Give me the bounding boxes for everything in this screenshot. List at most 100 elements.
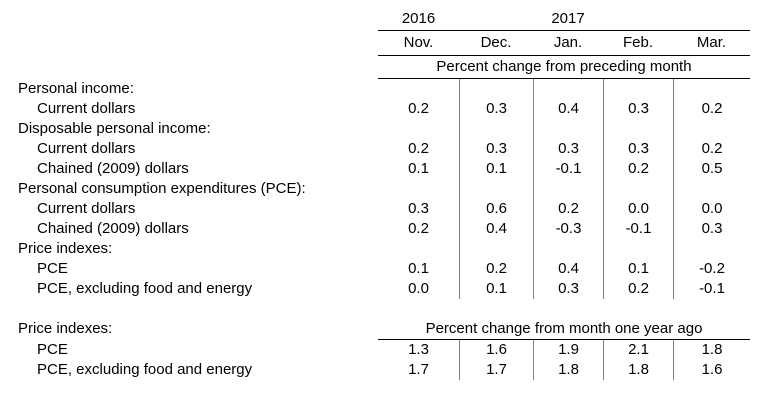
section1-span-header: Percent change from preceding month xyxy=(378,56,750,79)
value-cell xyxy=(459,79,533,99)
value-cell: 0.4 xyxy=(533,99,603,119)
value-cell: 0.1 xyxy=(603,259,673,279)
value-cell: 2.1 xyxy=(603,340,673,360)
row-label: PCE, excluding food and energy xyxy=(37,280,253,297)
table-row: Personal consumption expenditures (PCE): xyxy=(0,179,766,199)
value-cell: 1.6 xyxy=(459,340,533,360)
value-cell: 0.2 xyxy=(673,139,750,159)
value-cell: 0.2 xyxy=(408,140,429,157)
row-label: Current dollars xyxy=(37,140,136,157)
row-values: 1.3 1.6 1.9 2.1 1.8 xyxy=(378,340,750,360)
value-cell xyxy=(378,119,459,139)
value-cell: 0.2 xyxy=(408,220,429,237)
row-values xyxy=(378,119,750,139)
year-header-row: 2016 2017 xyxy=(0,8,766,31)
row-values: 0.3 0.6 0.2 0.0 0.0 xyxy=(378,199,750,219)
value-cell xyxy=(533,239,603,259)
value-cell: 1.8 xyxy=(673,340,750,360)
row-values xyxy=(378,239,750,259)
value-cell: 1.8 xyxy=(533,360,603,380)
year-label-2017: 2017 xyxy=(551,10,585,27)
value-cell: -0.1 xyxy=(603,219,673,239)
row-values: 0.1 0.2 0.4 0.1 -0.2 xyxy=(378,259,750,279)
row-label: Disposable personal income: xyxy=(18,120,211,137)
row-label: PCE, excluding food and energy xyxy=(37,361,253,378)
month-header-mar: Mar. xyxy=(696,34,727,51)
value-cell: -0.3 xyxy=(533,219,603,239)
value-cell: -0.2 xyxy=(673,259,750,279)
row-label: Personal income: xyxy=(18,80,134,97)
value-cell: -0.1 xyxy=(673,279,750,299)
value-cell xyxy=(459,119,533,139)
value-cell xyxy=(533,179,603,199)
value-cell: -0.1 xyxy=(533,159,603,179)
value-cell: 0.0 xyxy=(408,280,429,297)
table-row: PCE 1.3 1.6 1.9 2.1 1.8 xyxy=(0,340,766,360)
value-cell: 0.3 xyxy=(459,139,533,159)
month-header-nov: Nov. xyxy=(403,34,434,51)
row-values xyxy=(378,79,750,99)
value-cell: 1.7 xyxy=(408,361,429,378)
year-label-2016: 2016 xyxy=(401,10,436,27)
table-row: Current dollars 0.2 0.3 0.4 0.3 0.2 xyxy=(0,99,766,119)
year-spacer xyxy=(603,8,673,30)
row-values: 0.0 0.1 0.3 0.2 -0.1 xyxy=(378,279,750,299)
table-row: Personal income: xyxy=(0,79,766,99)
value-cell: 0.2 xyxy=(408,100,429,117)
value-cell xyxy=(459,239,533,259)
section2-header-row: Price indexes: Percent change from month… xyxy=(0,319,766,340)
row-label: Current dollars xyxy=(37,200,136,217)
value-cell: 0.4 xyxy=(533,259,603,279)
value-cell: 0.4 xyxy=(459,219,533,239)
row-label: Personal consumption expenditures (PCE): xyxy=(18,180,306,197)
value-cell: 0.2 xyxy=(459,259,533,279)
value-cell: 0.2 xyxy=(603,279,673,299)
value-cell: 1.9 xyxy=(533,340,603,360)
row-label: PCE xyxy=(37,341,68,358)
value-cell xyxy=(378,79,459,99)
value-cell xyxy=(673,79,750,99)
row-values: 0.2 0.4 -0.3 -0.1 0.3 xyxy=(378,219,750,239)
value-cell: 1.8 xyxy=(603,360,673,380)
month-header-dec: Dec. xyxy=(480,34,512,51)
value-cell: 0.1 xyxy=(408,260,429,277)
value-cell xyxy=(673,119,750,139)
year-spacer xyxy=(673,8,750,30)
value-cell xyxy=(378,179,459,199)
value-cell xyxy=(533,79,603,99)
row-values: 0.2 0.3 0.3 0.3 0.2 xyxy=(378,139,750,159)
value-cell: 0.2 xyxy=(533,199,603,219)
value-cell xyxy=(533,119,603,139)
month-header-area: Nov. Dec. Jan. Feb. Mar. xyxy=(378,31,750,56)
value-cell: 0.3 xyxy=(603,139,673,159)
label-column-spacer xyxy=(0,31,378,56)
table-row: Chained (2009) dollars 0.1 0.1 -0.1 0.2 … xyxy=(0,159,766,179)
value-cell: 0.3 xyxy=(533,139,603,159)
value-cell: 0.3 xyxy=(533,279,603,299)
table-row: Current dollars 0.3 0.6 0.2 0.0 0.0 xyxy=(0,199,766,219)
value-cell xyxy=(603,79,673,99)
value-cell: 0.3 xyxy=(459,99,533,119)
row-values: 0.2 0.3 0.4 0.3 0.2 xyxy=(378,99,750,119)
section-gap xyxy=(0,299,766,319)
table-row: PCE, excluding food and energy 0.0 0.1 0… xyxy=(0,279,766,299)
row-label: Current dollars xyxy=(37,100,136,117)
value-cell xyxy=(603,239,673,259)
month-header-feb: Feb. xyxy=(622,34,653,51)
section1-header-row: Percent change from preceding month xyxy=(0,56,766,79)
value-cell xyxy=(603,119,673,139)
table-row: Current dollars 0.2 0.3 0.3 0.3 0.2 xyxy=(0,139,766,159)
row-values: 1.7 1.7 1.8 1.8 1.6 xyxy=(378,360,750,380)
value-cell: 0.2 xyxy=(673,99,750,119)
row-label: Chained (2009) dollars xyxy=(37,220,189,237)
row-label: PCE xyxy=(37,260,68,277)
value-cell: 0.6 xyxy=(459,199,533,219)
value-cell: 1.6 xyxy=(673,360,750,380)
row-values: 0.1 0.1 -0.1 0.2 0.5 xyxy=(378,159,750,179)
value-cell xyxy=(459,179,533,199)
value-cell: 0.0 xyxy=(673,199,750,219)
value-cell: 0.1 xyxy=(459,159,533,179)
table-row: Disposable personal income: xyxy=(0,119,766,139)
row-label: Chained (2009) dollars xyxy=(37,160,189,177)
